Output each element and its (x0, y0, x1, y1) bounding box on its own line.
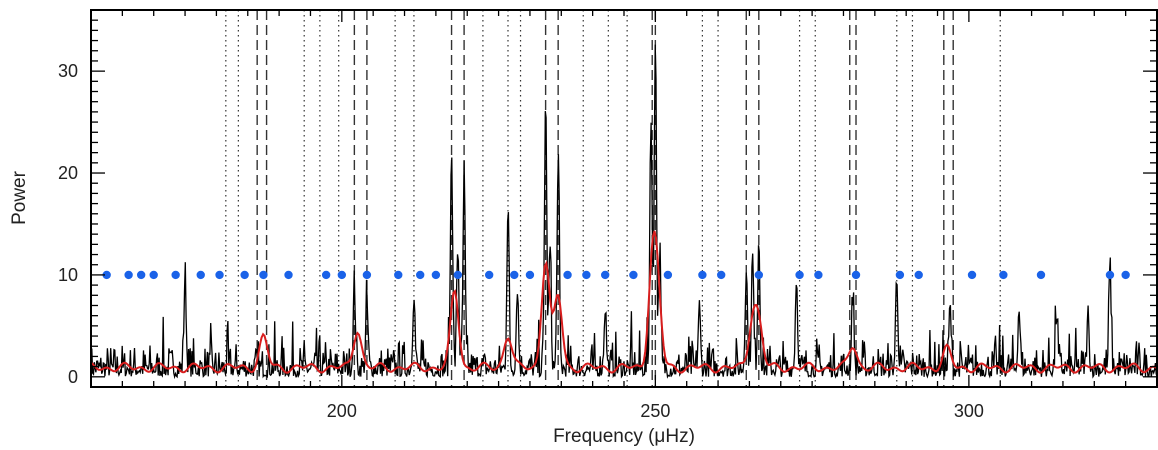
blue-point (124, 270, 133, 280)
axes (90, 9, 1158, 388)
plot-frame (90, 9, 1158, 388)
spectrum-layer (90, 44, 1158, 380)
x-tick-label: 250 (640, 401, 670, 421)
blue-point (416, 270, 425, 280)
blue-point (795, 270, 804, 280)
y-tick-label: 20 (58, 163, 78, 183)
y-axis-label: Power (9, 170, 30, 225)
x-tick-label: 200 (327, 401, 357, 421)
blue-point (484, 270, 494, 280)
blue-point (1036, 270, 1046, 280)
blue-point (895, 270, 905, 280)
blue-point (698, 270, 707, 280)
blue-point (136, 270, 146, 280)
tick-labels: 200 250 300 0 10 20 30 (58, 61, 984, 421)
smoothed-layer (90, 230, 1158, 374)
blue-point (394, 270, 403, 280)
blue-point (914, 270, 923, 280)
blue-point (999, 270, 1008, 280)
blue-point (1105, 270, 1115, 280)
y-tick-label: 10 (58, 265, 78, 285)
blue-point (196, 270, 205, 280)
blue-point (525, 270, 535, 280)
blue-point (337, 270, 347, 280)
blue-point (453, 270, 463, 280)
blue-point (1121, 270, 1130, 280)
blue-point (240, 270, 249, 280)
blue-point (149, 270, 158, 280)
blue-point (851, 270, 861, 280)
blue-point (215, 270, 224, 280)
blue-point (716, 270, 726, 280)
spectrum-line (90, 44, 1158, 380)
x-tick-label: 300 (954, 401, 984, 421)
blue-point (600, 270, 610, 280)
y-tick-label: 0 (68, 367, 78, 387)
blue-point (754, 270, 764, 280)
blue-point (431, 270, 441, 280)
mode-marker-lines (225, 10, 1001, 387)
blue-point (663, 270, 673, 280)
blue-point (171, 270, 180, 280)
blue-point (814, 270, 823, 280)
blue-point (629, 270, 638, 280)
blue-point (321, 270, 331, 280)
blue-point (102, 270, 111, 280)
blue-point (510, 270, 519, 280)
blue-points-layer (102, 270, 1130, 280)
blue-point (284, 270, 293, 280)
blue-point (362, 270, 372, 280)
y-tick-label: 30 (58, 61, 78, 81)
blue-point (563, 270, 572, 280)
blue-point (582, 270, 591, 280)
blue-point (259, 270, 268, 280)
blue-point (967, 270, 977, 280)
smoothed-line (90, 230, 1158, 374)
x-axis-label: Frequency (μHz) (553, 426, 695, 447)
